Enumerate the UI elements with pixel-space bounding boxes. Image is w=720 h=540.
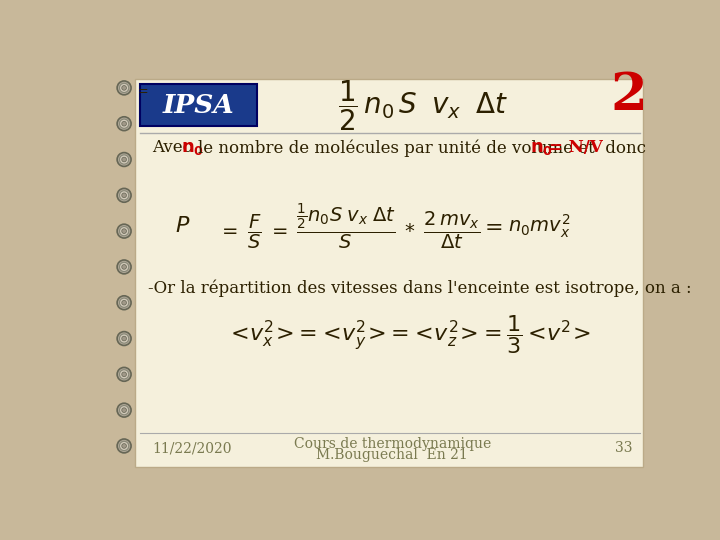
Circle shape [117,224,131,238]
Text: Cours de thermodynamique: Cours de thermodynamique [294,437,491,451]
Circle shape [117,260,131,274]
Circle shape [122,444,127,448]
Text: Avec: Avec [152,139,192,157]
Circle shape [117,188,131,202]
Circle shape [120,441,129,450]
Text: $\mathbf{n_0}$: $\mathbf{n_0}$ [530,139,554,157]
Circle shape [120,83,129,92]
Circle shape [117,403,131,417]
Circle shape [117,117,131,131]
Circle shape [120,226,129,236]
Circle shape [120,298,129,307]
Circle shape [117,153,131,166]
Circle shape [122,300,127,305]
Text: M.Bouguechal  En 21: M.Bouguechal En 21 [316,448,468,462]
Circle shape [117,332,131,346]
Text: $<\!v_x^2\!>\!=\!<\!v_y^2\!>\!=\!<\!v_z^2\!>\!=\dfrac{1}{3}<\!v^2\!>$: $<\!v_x^2\!>\!=\!<\!v_y^2\!>\!=\!<\!v_z^… [225,313,590,356]
Circle shape [122,265,127,269]
Circle shape [117,81,131,95]
Text: 11/22/2020: 11/22/2020 [152,441,232,455]
Text: 33: 33 [615,441,632,455]
Circle shape [120,406,129,415]
Circle shape [117,367,131,381]
Text: le nombre de molécules par unité de volume et  donc: le nombre de molécules par unité de volu… [199,139,647,157]
Text: $=$: $=$ [480,217,503,237]
Circle shape [122,229,127,233]
Text: 2: 2 [611,70,647,121]
Circle shape [120,191,129,200]
Circle shape [120,334,129,343]
Text: $=\;\dfrac{F}{S}\;=\;\dfrac{\frac{1}{2}n_0 S\; v_x\; \Delta t}{S}\;*\;\dfrac{2\,: $=\;\dfrac{F}{S}\;=\;\dfrac{\frac{1}{2}n… [218,201,480,252]
Circle shape [122,408,127,413]
Circle shape [122,122,127,126]
Text: $\dfrac{1}{2}\, n_0\, S\;\; v_x\;\; \Delta t$: $\dfrac{1}{2}\, n_0\, S\;\; v_x\;\; \Del… [338,78,508,133]
Circle shape [122,85,127,90]
Circle shape [117,296,131,309]
Text: $P$: $P$ [175,215,191,238]
Text: = N/V: = N/V [549,139,603,157]
Circle shape [120,155,129,164]
Text: =: = [138,85,148,98]
Text: $n_0 m v_x^2$: $n_0 m v_x^2$ [508,213,571,240]
Circle shape [120,370,129,379]
Circle shape [122,157,127,162]
Circle shape [120,119,129,129]
Text: $\mathbf{n_0}$: $\mathbf{n_0}$ [181,139,204,157]
Bar [140,84,256,126]
Circle shape [122,193,127,198]
Circle shape [122,372,127,377]
Circle shape [120,262,129,272]
Text: IPSA: IPSA [163,93,235,118]
Text: -Or la répartition des vitesses dans l'enceinte est isotrope, on a :: -Or la répartition des vitesses dans l'e… [148,279,692,297]
Circle shape [122,336,127,341]
Circle shape [117,439,131,453]
